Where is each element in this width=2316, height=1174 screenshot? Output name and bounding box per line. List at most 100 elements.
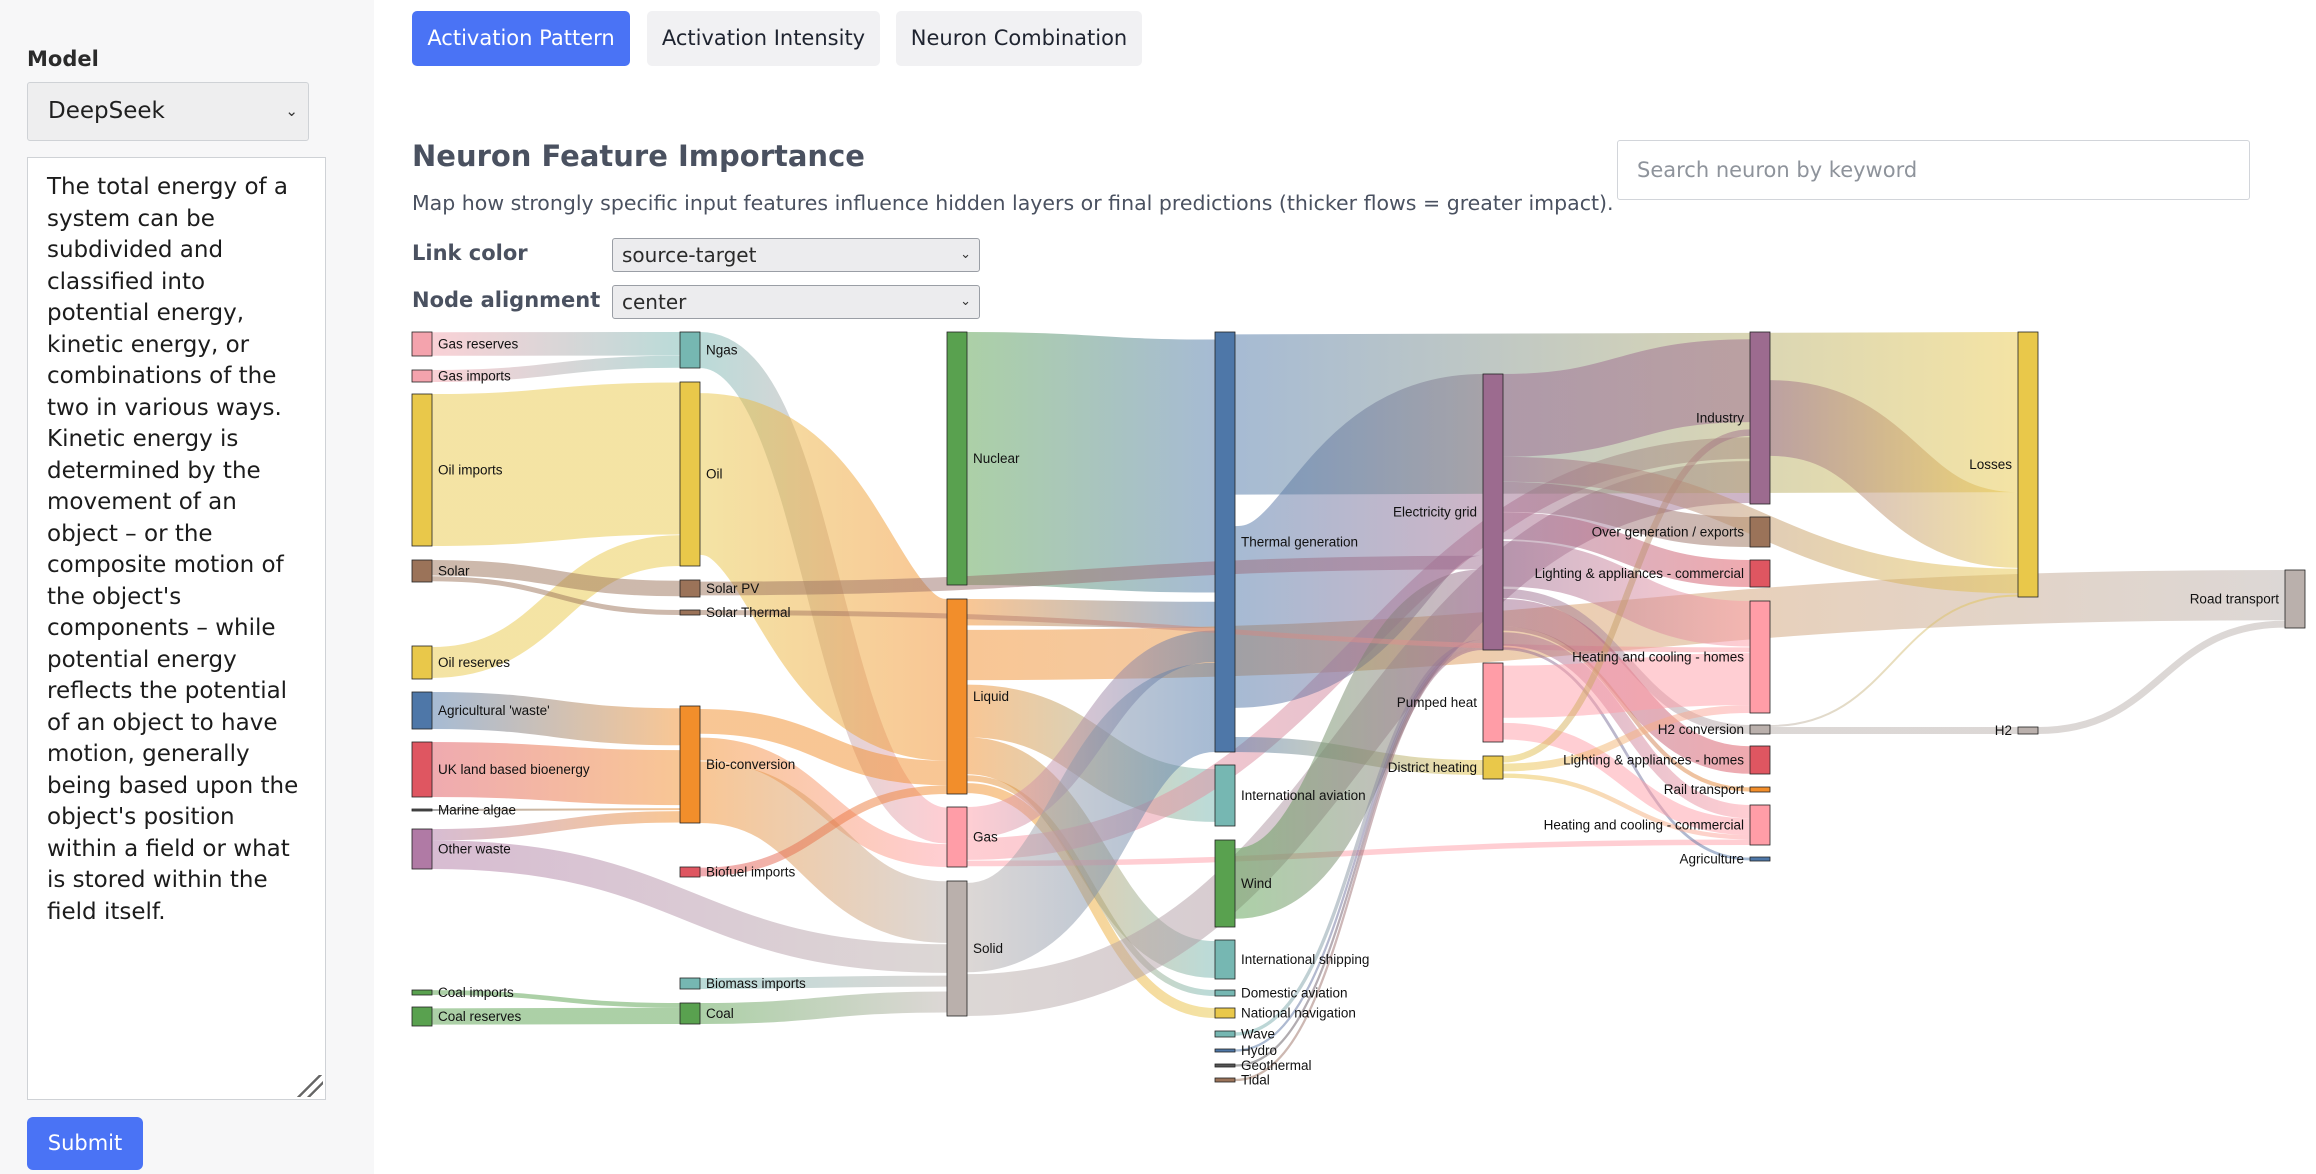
sankey-link-electricity-grid-to-industry[interactable] <box>1502 339 1751 457</box>
sankey-node-bar[interactable] <box>1214 1063 1236 1068</box>
sankey-link-solar-to-solar-thermal[interactable] <box>431 576 681 615</box>
sankey-node-bar[interactable] <box>1214 839 1236 928</box>
sankey-link-h2-to-road-transport[interactable] <box>2037 620 2286 734</box>
sankey-node-gas-reserves[interactable]: Gas reserves <box>411 331 519 357</box>
sankey-node-bar[interactable] <box>1749 856 1771 862</box>
sankey-link-tidal-to-electricity-grid[interactable] <box>1234 647 1484 1082</box>
sankey-node-bar[interactable] <box>2017 726 2039 735</box>
sankey-link-bio-conversion-to-liquid[interactable] <box>699 709 948 786</box>
sankey-node-bar[interactable] <box>1749 724 1771 735</box>
sankey-node-bar[interactable] <box>1482 373 1504 651</box>
sankey-node-bar[interactable] <box>411 559 433 583</box>
sankey-node-gas[interactable]: Gas <box>946 806 998 868</box>
sankey-link-oil-reserves-to-oil[interactable] <box>431 535 681 678</box>
sankey-node-bar[interactable] <box>1214 1048 1236 1053</box>
sankey-node-losses[interactable]: Losses <box>1969 331 2039 598</box>
sankey-link-other-waste-to-solid[interactable] <box>431 840 948 973</box>
sankey-link-agricultural-waste-to-bio-conversion[interactable] <box>431 692 681 746</box>
sankey-node-bar[interactable] <box>411 645 433 680</box>
sankey-node-liquid[interactable]: Liquid <box>946 598 1009 795</box>
sankey-node-bar[interactable] <box>1482 662 1504 743</box>
node-alignment-select[interactable]: center ⌄ <box>612 285 980 319</box>
sankey-node-solid[interactable]: Solid <box>946 880 1003 1017</box>
tab-activation-pattern[interactable]: Activation Pattern <box>412 11 630 66</box>
sankey-node-bar[interactable] <box>1749 600 1771 714</box>
submit-button[interactable]: Submit <box>27 1117 143 1170</box>
sankey-link-uk-land-based-bioenergy-to-bio-conversion[interactable] <box>431 742 681 806</box>
sankey-node-over-generation-exports[interactable]: Over generation / exports <box>1592 516 1771 548</box>
sankey-node-nuclear[interactable]: Nuclear <box>946 331 1020 586</box>
sankey-link-oil-imports-to-oil[interactable] <box>431 382 681 546</box>
sankey-link-liquid-to-thermal-generation[interactable] <box>966 599 1216 629</box>
sankey-node-bar[interactable] <box>679 866 701 878</box>
sankey-node-bar[interactable] <box>1749 745 1771 775</box>
sankey-node-h2[interactable]: H2 <box>1995 723 2039 738</box>
sankey-node-bar[interactable] <box>1214 331 1236 753</box>
sankey-link-solar-to-solar-pv[interactable] <box>431 560 681 597</box>
sankey-node-bar[interactable] <box>411 691 433 730</box>
sankey-node-heating-and-cooling-homes[interactable]: Heating and cooling - homes <box>1572 600 1771 714</box>
search-input[interactable] <box>1617 140 2250 200</box>
sankey-node-national-navigation[interactable]: National navigation <box>1214 1006 1356 1021</box>
sankey-node-road-transport[interactable]: Road transport <box>2190 569 2306 629</box>
sankey-link-district-heating-to-heating-and-cooling-homes[interactable] <box>1502 705 1751 772</box>
sankey-link-electricity-grid-to-over-generation-exports[interactable] <box>1502 481 1751 547</box>
sankey-link-solar-pv-to-electricity-grid[interactable] <box>699 555 1484 596</box>
sankey-node-bar[interactable] <box>2017 331 2039 598</box>
sankey-node-oil[interactable]: Oil <box>679 381 723 567</box>
sankey-node-bar[interactable] <box>1214 939 1236 980</box>
sankey-node-solar-pv[interactable]: Solar PV <box>679 579 759 598</box>
sankey-link-wave-to-electricity-grid[interactable] <box>1234 639 1484 1036</box>
sankey-link-district-heating-to-heating-and-cooling-commercial[interactable] <box>1502 773 1751 840</box>
sankey-node-ngas[interactable]: Ngas <box>679 331 738 369</box>
sankey-node-bar[interactable] <box>1482 755 1504 780</box>
sankey-node-bar[interactable] <box>1749 804 1771 846</box>
sankey-node-bar[interactable] <box>1749 786 1771 793</box>
sankey-node-pumped-heat[interactable]: Pumped heat <box>1397 662 1504 743</box>
sankey-link-nuclear-to-thermal-generation[interactable] <box>966 332 1216 593</box>
sankey-node-bio-conversion[interactable]: Bio-conversion <box>679 705 795 824</box>
sankey-node-bar[interactable] <box>1214 1030 1236 1038</box>
sankey-node-bar[interactable] <box>679 705 701 824</box>
sankey-node-international-shipping[interactable]: International shipping <box>1214 939 1369 980</box>
sankey-node-biofuel-imports[interactable]: Biofuel imports <box>679 865 796 880</box>
sankey-link-h2-conversion-to-losses[interactable] <box>1769 594 2019 727</box>
sankey-node-wind[interactable]: Wind <box>1214 839 1272 928</box>
sankey-node-rail-transport[interactable]: Rail transport <box>1664 782 1771 797</box>
sankey-node-hydro[interactable]: Hydro <box>1214 1043 1277 1058</box>
sankey-link-coal-to-solid[interactable] <box>699 991 948 1024</box>
sankey-node-tidal[interactable]: Tidal <box>1214 1073 1270 1088</box>
sankey-node-solar-thermal[interactable]: Solar Thermal <box>679 605 791 620</box>
sankey-link-biofuel-imports-to-liquid[interactable] <box>699 785 948 877</box>
sankey-node-oil-reserves[interactable]: Oil reserves <box>411 645 510 680</box>
sankey-node-bar[interactable] <box>411 828 433 870</box>
sankey-node-bar[interactable] <box>411 369 433 383</box>
sankey-node-bar[interactable] <box>1214 1077 1236 1083</box>
sankey-link-electricity-grid-to-agriculture[interactable] <box>1502 647 1751 861</box>
resize-handle-icon[interactable] <box>297 1075 323 1097</box>
model-select[interactable]: DeepSeek ⌄ <box>27 82 309 141</box>
sankey-node-marine-algae[interactable]: Marine algae <box>411 803 516 818</box>
sankey-node-bar[interactable] <box>679 381 701 567</box>
sankey-link-pumped-heat-to-heating-and-cooling-homes[interactable] <box>1502 653 1751 718</box>
sankey-node-lighting-appliances-commercial[interactable]: Lighting & appliances - commercial <box>1535 559 1771 588</box>
sankey-node-bar[interactable] <box>411 989 433 996</box>
sankey-link-oil-to-liquid[interactable] <box>694 393 953 761</box>
tab-activation-intensity[interactable]: Activation Intensity <box>647 11 880 66</box>
sankey-link-solid-to-thermal-generation[interactable] <box>963 662 1219 973</box>
sankey-node-bar[interactable] <box>946 880 968 1017</box>
sankey-node-domestic-aviation[interactable]: Domestic aviation <box>1214 986 1348 1001</box>
sankey-node-wave[interactable]: Wave <box>1214 1027 1275 1042</box>
sankey-link-gas-imports-to-ngas[interactable] <box>431 355 681 382</box>
sankey-node-electricity-grid[interactable]: Electricity grid <box>1393 373 1504 651</box>
sankey-node-bar[interactable] <box>679 977 701 990</box>
sankey-node-bar[interactable] <box>411 741 433 798</box>
sankey-node-agricultural-waste[interactable]: Agricultural 'waste' <box>411 691 550 730</box>
sankey-link-wind-to-electricity-grid[interactable] <box>1231 569 1487 919</box>
sankey-link-marine-algae-to-bio-conversion[interactable] <box>431 808 681 811</box>
sankey-node-bar[interactable] <box>1214 989 1236 997</box>
tab-neuron-combination[interactable]: Neuron Combination <box>896 11 1142 66</box>
sankey-link-bio-conversion-to-gas[interactable] <box>699 737 948 867</box>
sankey-node-bar[interactable] <box>1214 764 1236 827</box>
sankey-node-coal-reserves[interactable]: Coal reserves <box>411 1006 522 1027</box>
